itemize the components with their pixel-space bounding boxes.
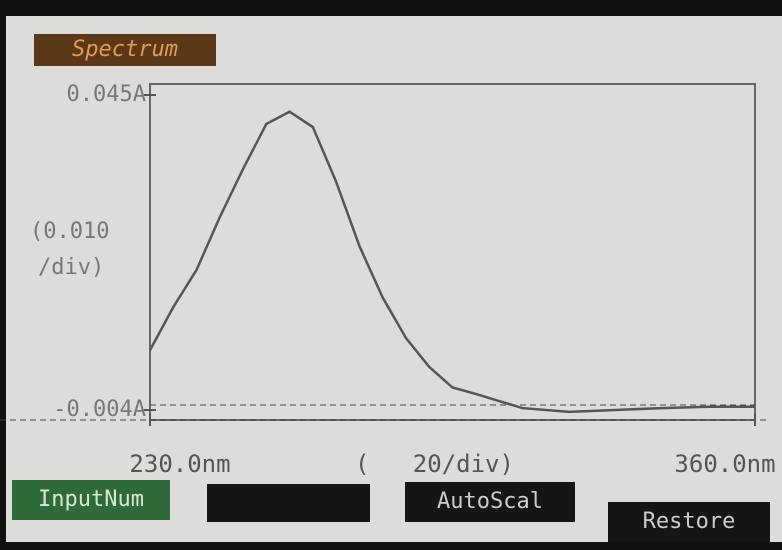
button-label[interactable]: Restore — [643, 509, 736, 534]
y-division: /div) — [38, 255, 104, 280]
y-tick-label: -0.004A — [53, 397, 146, 422]
screen: Spectrum (0.010 /div) ( 20/div) InputNum… — [0, 0, 782, 546]
y-division: (0.010 — [30, 219, 109, 244]
y-tick-label: 0.045A — [67, 82, 146, 107]
chart-title: Spectrum — [72, 37, 178, 62]
x-tick-label: 230.0nm — [129, 450, 230, 478]
x-tick-label: 360.0nm — [674, 450, 775, 478]
button[interactable] — [207, 484, 370, 522]
page: Spectrum (0.010 /div) ( 20/div) InputNum… — [0, 0, 782, 546]
button-label[interactable]: AutoScal — [437, 489, 543, 514]
button-label[interactable]: InputNum — [38, 487, 144, 512]
x-division: ( 20/div) — [355, 450, 514, 478]
